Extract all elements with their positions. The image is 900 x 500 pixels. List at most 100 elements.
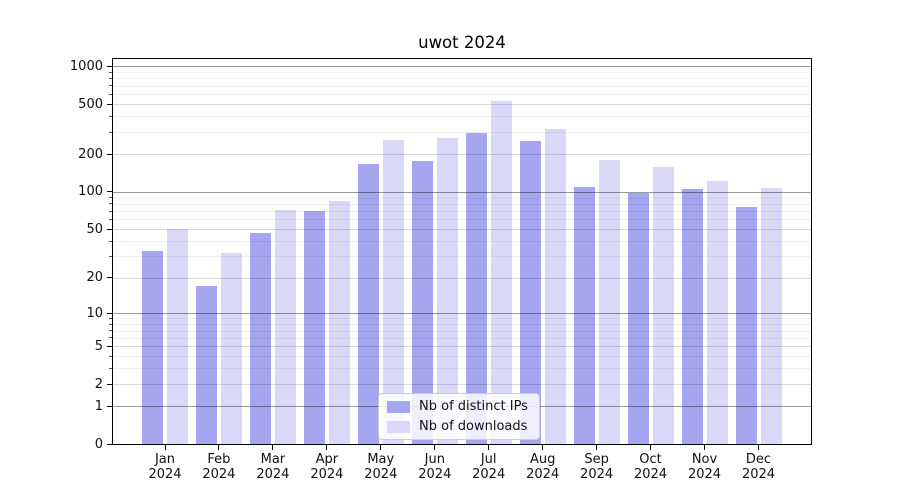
gridline-y-100 [113, 191, 811, 193]
y-minor-tick [109, 85, 112, 87]
x-tick-month: Apr [315, 452, 339, 468]
y-minor-tick [109, 197, 112, 198]
y-minor-tick [109, 330, 112, 331]
x-tick [758, 445, 759, 451]
y-minor-tick [109, 93, 112, 95]
bar-downloads-nov [706, 181, 728, 445]
y-minor-tick [109, 355, 112, 357]
x-tick [650, 445, 651, 451]
y-minor-tick [109, 203, 112, 205]
gridline-y-70 [113, 211, 811, 212]
x-tick-year: 2024 [148, 467, 182, 483]
bar-downloads-dec [760, 188, 782, 445]
y-axis-tick-label: 2 [94, 376, 103, 392]
bar-distinct-ips-dec [735, 207, 757, 445]
x-axis-tick-label: Jan 2024 [141, 452, 189, 482]
legend-entry-downloads: Nb of downloads [387, 419, 528, 434]
gridline-y-7 [113, 330, 811, 332]
y-tick [107, 345, 112, 347]
x-axis-tick-label: Mar 2024 [249, 452, 297, 482]
x-tick-year: 2024 [580, 467, 614, 483]
x-tick-year: 2024 [633, 467, 668, 483]
x-tick-month: Dec [745, 452, 772, 468]
y-minor-tick [109, 115, 112, 117]
y-tick [107, 228, 112, 230]
bar-distinct-ips-sep [573, 186, 595, 445]
gridline-y-10 [113, 313, 811, 315]
x-tick [326, 445, 328, 451]
y-tick [107, 191, 112, 193]
x-tick [488, 445, 490, 451]
y-tick [107, 383, 112, 385]
y-minor-tick [109, 367, 112, 369]
gridline-y-700 [113, 85, 811, 87]
bar-distinct-ips-feb [196, 286, 217, 445]
y-tick [107, 405, 112, 407]
gridline-y-6 [113, 337, 811, 339]
gridline-y-50 [113, 229, 811, 231]
y-axis-tick-label: 500 [78, 96, 103, 112]
y-minor-tick [109, 337, 112, 339]
gridline-y-900 [113, 72, 811, 73]
x-tick-year: 2024 [741, 467, 776, 483]
gridline-y-60 [113, 219, 811, 221]
gridline-y-200 [113, 154, 811, 156]
x-tick-month: Nov [691, 452, 718, 468]
bar-downloads-jul [490, 100, 512, 445]
gridline-y-500 [113, 104, 811, 106]
y-axis-tick-label: 1000 [69, 58, 103, 74]
y-minor-tick [109, 77, 112, 79]
y-axis-tick-label: 20 [86, 270, 103, 286]
x-tick-month: Jun [424, 452, 445, 468]
x-tick-month: Feb [207, 452, 231, 468]
y-axis-tick-label: 200 [78, 146, 103, 162]
bar-distinct-ips-nov [681, 188, 703, 445]
x-tick [272, 445, 274, 451]
y-axis-tick-label: 5 [94, 338, 103, 354]
bar-distinct-ips-jan [142, 251, 163, 445]
y-minor-tick [109, 71, 112, 73]
x-tick-month: May [367, 452, 395, 468]
x-tick-year: 2024 [526, 467, 560, 483]
y-minor-tick [109, 218, 112, 220]
bar-distinct-ips-oct [627, 193, 649, 445]
gridline-y-8 [113, 324, 811, 326]
y-minor-tick [109, 317, 112, 319]
x-tick [164, 445, 166, 451]
x-axis-tick-label: Jun 2024 [411, 452, 459, 482]
legend-label: Nb of distinct IPs [419, 399, 528, 414]
x-tick-year: 2024 [687, 467, 722, 483]
legend-swatch-downloads [387, 420, 410, 433]
x-axis-tick-label: Oct 2024 [627, 452, 675, 482]
y-tick [107, 65, 112, 67]
x-axis-tick-label: Nov 2024 [681, 452, 729, 482]
plot-area [112, 57, 812, 446]
legend-swatch-distinct-ips [387, 400, 410, 413]
y-tick [107, 153, 112, 155]
bar-downloads-mar [274, 209, 296, 445]
gridline-y-400 [113, 116, 811, 118]
y-minor-tick [109, 323, 112, 325]
x-tick-year: 2024 [418, 467, 452, 483]
gridline-y-4 [113, 356, 811, 358]
gridline-y-800 [113, 78, 811, 80]
x-axis-tick-label: Feb 2024 [195, 452, 243, 482]
x-tick [596, 445, 598, 451]
y-minor-tick [109, 131, 112, 133]
gridline-y-90 [113, 197, 811, 199]
x-tick-month: Aug [529, 452, 556, 468]
bar-downloads-jun [436, 138, 458, 445]
bar-downloads-may [382, 139, 404, 445]
gridline-y-5 [113, 346, 811, 348]
gridline-y-20 [113, 277, 811, 279]
x-tick-year: 2024 [364, 467, 398, 483]
bar-downloads-aug [544, 128, 566, 445]
x-axis-tick-label: Apr 2024 [303, 452, 351, 482]
bar-distinct-ips-may [357, 163, 379, 445]
gridline-y-3 [113, 368, 811, 370]
x-tick-year: 2024 [256, 467, 290, 483]
y-axis-tick-label: 1 [94, 398, 103, 414]
gridline-y-600 [113, 94, 811, 96]
x-tick [434, 445, 436, 451]
